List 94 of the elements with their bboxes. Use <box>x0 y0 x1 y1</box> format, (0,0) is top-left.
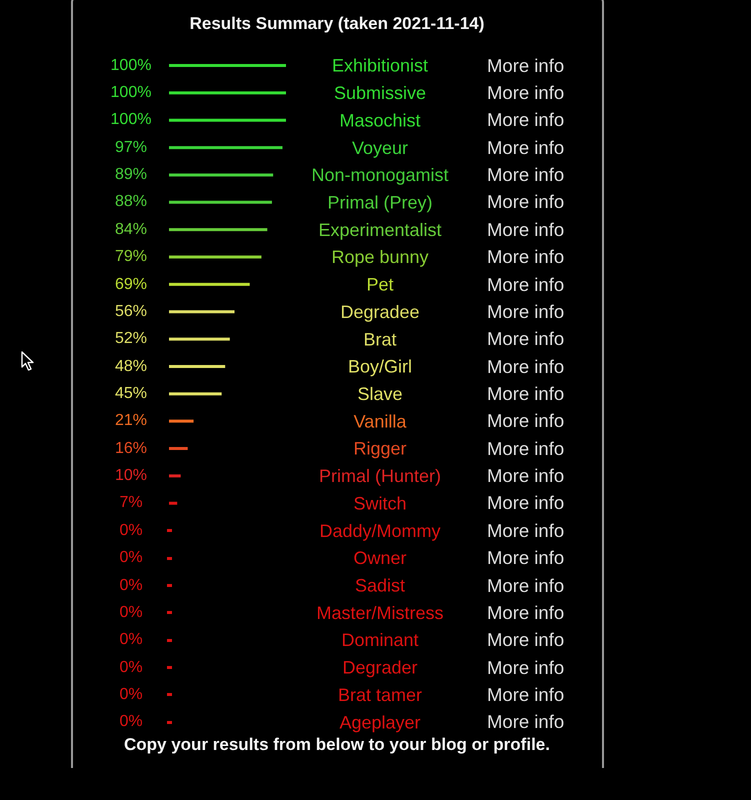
y-tick-label: Master/Mistress <box>316 602 444 623</box>
data-label: 69% <box>114 276 148 293</box>
y-tick-label: Daddy/Mommy <box>319 520 441 541</box>
data-label: 0% <box>119 522 143 539</box>
text: More info <box>487 711 564 732</box>
y-tick-label: Experimentalist <box>318 220 442 240</box>
bar <box>169 364 226 368</box>
bar <box>169 420 194 423</box>
data-label: 0% <box>119 631 143 648</box>
bar <box>169 392 222 396</box>
y-tick-label: Boy/Girl <box>348 356 412 377</box>
bar <box>169 200 272 204</box>
bar <box>169 474 181 478</box>
data-label: 97% <box>114 138 148 156</box>
y-tick-label: Slave <box>357 384 403 404</box>
y-tick-label: Rigger <box>353 438 407 459</box>
text: More info <box>487 356 564 377</box>
data-label: 7% <box>119 494 143 512</box>
text: More info <box>487 438 564 459</box>
data-label: 100% <box>110 56 152 74</box>
data-label: 56% <box>114 302 148 320</box>
bar <box>169 256 262 259</box>
text: More info <box>487 164 564 186</box>
y-tick-label: Primal (Prey) <box>327 192 433 212</box>
data-label: 52% <box>114 330 148 348</box>
y-tick-label: Masochist <box>339 110 421 130</box>
data-label: 0% <box>119 713 143 730</box>
text: More info <box>487 602 564 623</box>
text: More info <box>487 520 564 541</box>
data-label: 10% <box>114 467 148 484</box>
y-tick-label: Rope bunny <box>331 247 429 268</box>
text: More info <box>487 274 564 295</box>
text: More info <box>487 492 564 514</box>
bar <box>169 338 230 341</box>
text: More info <box>487 82 564 104</box>
data-label: 79% <box>114 248 148 266</box>
data-label: 100% <box>110 84 152 102</box>
bar <box>169 310 235 314</box>
bar <box>169 173 274 176</box>
y-tick-label: Exhibitionist <box>332 56 428 76</box>
bar <box>169 447 188 450</box>
data-label: 84% <box>114 220 148 238</box>
y-tick-label: Voyeur <box>352 138 408 158</box>
data-label: 45% <box>114 385 148 402</box>
y-tick-label: Owner <box>353 548 407 568</box>
y-tick-label: Switch <box>353 493 407 514</box>
data-label: 21% <box>114 412 148 430</box>
text: More info <box>487 383 564 404</box>
text: More info <box>487 684 564 705</box>
data-label: 0% <box>119 658 143 676</box>
y-tick-label: Pet <box>366 274 394 295</box>
y-tick-label: Dominant <box>341 630 419 650</box>
data-label: 0% <box>119 576 143 594</box>
text: More info <box>487 629 564 650</box>
text: More info <box>487 656 564 678</box>
y-tick-label: Brat tamer <box>338 684 422 705</box>
bar <box>169 91 286 94</box>
data-label: 89% <box>114 166 148 184</box>
data-label: 48% <box>114 358 148 375</box>
y-tick-label: Sadist <box>354 576 406 596</box>
text: More info <box>487 547 564 568</box>
y-tick-label: Brat <box>363 329 397 350</box>
text: More info <box>487 410 564 432</box>
y-tick-label: Primal (Hunter) <box>318 466 442 486</box>
bar <box>169 146 282 150</box>
text: More info <box>487 465 564 486</box>
data-label: 0% <box>119 604 143 621</box>
bar <box>169 64 286 67</box>
y-tick-label: Submissive <box>334 83 426 104</box>
data-label: 0% <box>119 686 143 703</box>
text: More info <box>487 136 564 158</box>
data-label: 16% <box>114 440 148 457</box>
text: More info <box>487 191 564 212</box>
y-tick-label: Ageplayer <box>339 712 421 732</box>
text: More info <box>487 328 564 350</box>
bar <box>169 502 178 505</box>
data-label: 88% <box>114 193 148 210</box>
text: More info <box>487 218 564 240</box>
annotation: Copy your results from below to your blog or profile. <box>124 735 550 754</box>
data-label: 0% <box>119 549 143 566</box>
text: More info <box>487 574 564 596</box>
bar <box>169 118 286 122</box>
y-tick-label: Degrader <box>342 658 418 678</box>
data-label: 100% <box>110 111 152 128</box>
text: Results Summary (taken 2021-11-14) <box>190 14 484 33</box>
y-tick-label: Degradee <box>340 302 420 322</box>
bar <box>169 282 250 286</box>
text: More info <box>487 109 564 130</box>
bar <box>169 228 268 232</box>
text: More info <box>487 300 564 322</box>
y-tick-label: Non-monogamist <box>311 165 449 186</box>
y-tick-label: Vanilla <box>354 411 408 432</box>
text: More info <box>487 246 564 268</box>
text: More info <box>487 54 564 76</box>
